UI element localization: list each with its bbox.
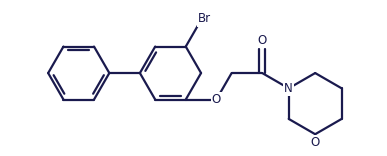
Text: O: O [212, 93, 221, 106]
Text: O: O [310, 136, 320, 149]
Text: O: O [258, 34, 267, 47]
Text: Br: Br [198, 12, 211, 25]
Text: N: N [284, 82, 293, 95]
